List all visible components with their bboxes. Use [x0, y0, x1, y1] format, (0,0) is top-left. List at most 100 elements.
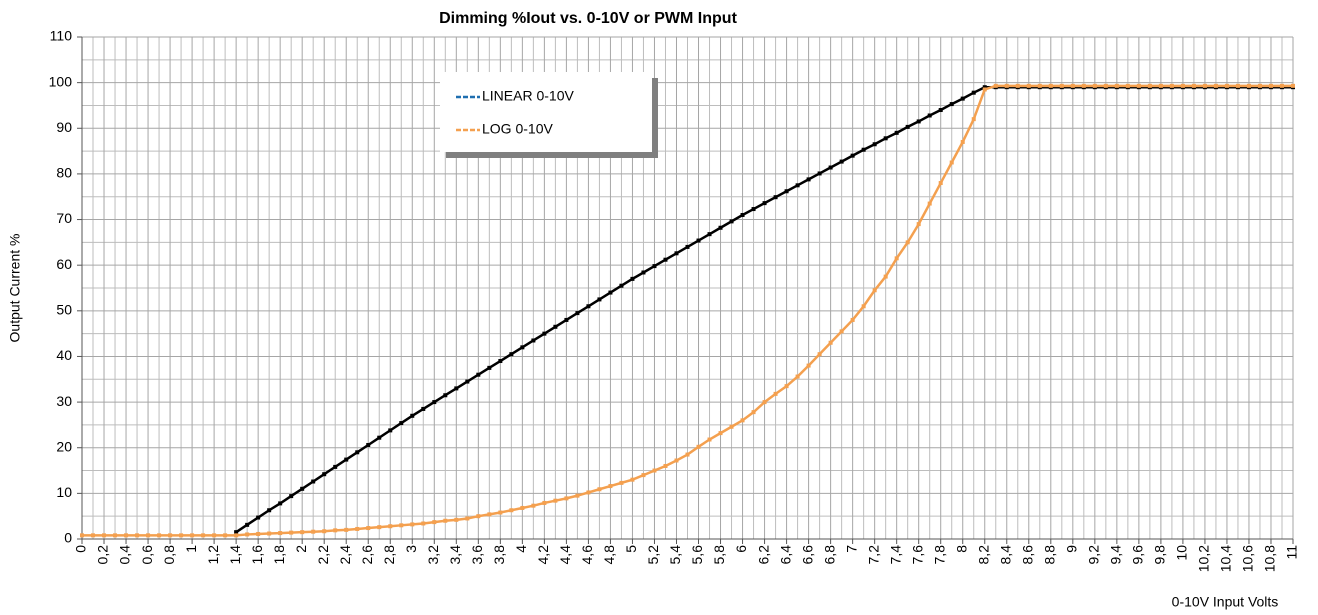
point-marker [773, 195, 778, 200]
point-marker [586, 304, 591, 309]
point-marker [993, 83, 998, 88]
x-tick-label: 0,2 [95, 545, 111, 565]
point-marker [1257, 83, 1262, 88]
point-marker [740, 418, 745, 423]
x-tick-label: 2,8 [381, 545, 397, 565]
y-tick-label: 40 [56, 347, 72, 363]
point-marker [102, 533, 107, 538]
point-marker [234, 533, 239, 538]
point-marker [432, 400, 437, 405]
x-tick-label: 6,2 [755, 545, 771, 565]
point-marker [366, 526, 371, 531]
point-marker [476, 372, 481, 377]
point-marker [509, 508, 514, 513]
x-tick-label: 0,8 [161, 545, 177, 565]
point-marker [641, 473, 646, 478]
point-marker [575, 493, 580, 498]
x-tick-label: 5,6 [689, 545, 705, 565]
point-marker [377, 525, 382, 530]
x-axis-label: 0-10V Input Volts [1172, 594, 1279, 610]
x-tick-label: 5,2 [645, 545, 661, 565]
point-marker [619, 283, 624, 288]
y-tick-label: 20 [56, 438, 72, 454]
point-marker [883, 274, 888, 279]
point-marker [718, 431, 723, 436]
x-tick-label: 10,4 [1218, 545, 1234, 572]
point-marker [751, 410, 756, 415]
point-marker [300, 530, 305, 535]
x-tick-label: 2,6 [359, 545, 375, 565]
x-tick-label: 8 [953, 545, 969, 553]
x-tick-label: 7,8 [931, 545, 947, 565]
point-marker [1136, 83, 1141, 88]
point-marker [223, 533, 228, 538]
point-marker [487, 365, 492, 370]
point-marker [850, 153, 855, 158]
y-tick-label: 50 [56, 302, 72, 318]
point-marker [399, 421, 404, 426]
point-marker [1059, 83, 1064, 88]
point-marker [531, 503, 536, 508]
point-marker [608, 484, 613, 489]
point-marker [443, 518, 448, 523]
point-marker [234, 530, 239, 535]
x-tick-label: 9,8 [1152, 545, 1168, 565]
point-marker [443, 393, 448, 398]
point-marker [1070, 83, 1075, 88]
point-marker [927, 113, 932, 118]
point-marker [982, 87, 987, 92]
y-tick-label: 90 [56, 119, 72, 135]
point-marker [168, 533, 173, 538]
point-marker [762, 201, 767, 206]
x-tick-label: 9 [1064, 545, 1080, 553]
point-marker [575, 311, 580, 316]
x-tick-label: 3,2 [425, 545, 441, 565]
y-tick-label: 60 [56, 256, 72, 272]
chart-title: Dimming %Iout vs. 0-10V or PWM Input [439, 10, 737, 27]
point-marker [1279, 83, 1284, 88]
point-marker [421, 521, 426, 526]
point-marker [960, 96, 965, 101]
point-marker [630, 276, 635, 281]
x-tick-label: 8,4 [997, 545, 1013, 565]
x-tick-label: 8,6 [1019, 545, 1035, 565]
point-marker [751, 207, 756, 212]
point-marker [663, 463, 668, 468]
point-marker [663, 257, 668, 262]
point-marker [344, 457, 349, 462]
x-tick-label: 7 [843, 545, 859, 553]
x-tick-label: 8,8 [1042, 545, 1058, 565]
x-tick-label: 1,4 [227, 545, 243, 565]
point-marker [333, 464, 338, 469]
point-marker [938, 108, 943, 113]
point-marker [806, 177, 811, 182]
point-marker [553, 498, 558, 503]
x-tick-label: 4,8 [601, 545, 617, 565]
point-marker [454, 386, 459, 391]
point-marker [619, 480, 624, 485]
point-marker [1048, 83, 1053, 88]
point-marker [861, 304, 866, 309]
point-marker [333, 528, 338, 533]
point-marker [828, 340, 833, 345]
x-tick-label: 10,8 [1262, 545, 1278, 572]
point-marker [762, 400, 767, 405]
point-marker [817, 171, 822, 176]
x-tick-label: 2,4 [337, 545, 353, 565]
point-marker [135, 533, 140, 538]
point-marker [949, 102, 954, 107]
y-tick-label: 100 [49, 73, 73, 89]
legend-label: LINEAR 0-10V [482, 88, 574, 104]
point-marker [564, 317, 569, 322]
point-marker [586, 490, 591, 495]
point-marker [520, 345, 525, 350]
point-marker [366, 442, 371, 447]
point-marker [245, 532, 250, 537]
x-tick-label: 0,4 [117, 545, 133, 565]
point-marker [377, 435, 382, 440]
point-marker [509, 352, 514, 357]
point-marker [850, 317, 855, 322]
point-marker [1158, 83, 1163, 88]
point-marker [1092, 83, 1097, 88]
point-marker [1004, 83, 1009, 88]
